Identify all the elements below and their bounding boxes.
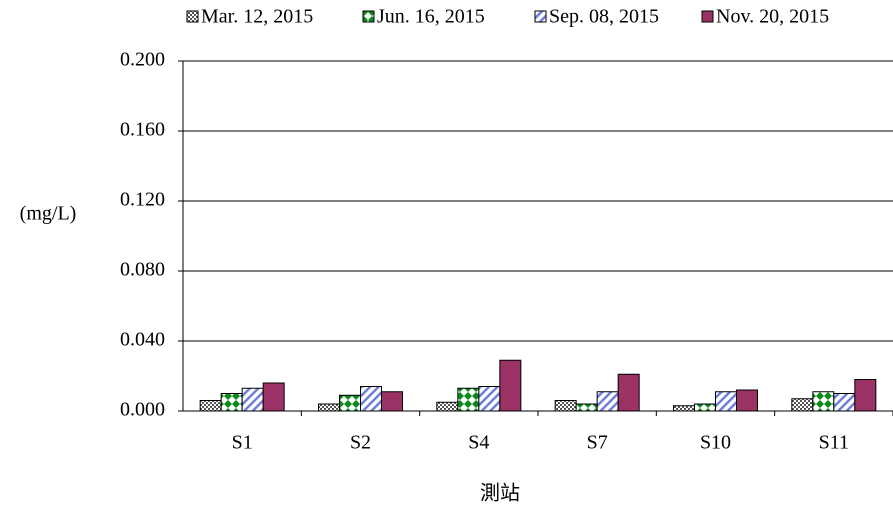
- bar: [694, 403, 716, 412]
- bar: [812, 391, 835, 412]
- bar: [833, 393, 856, 412]
- bar: [339, 394, 361, 412]
- bar: [715, 391, 737, 412]
- bar: [262, 382, 285, 412]
- bar: [554, 400, 577, 412]
- y-tick-label: 0.000: [120, 399, 165, 421]
- bar: [457, 387, 480, 412]
- x-tick-label: S2: [350, 432, 371, 454]
- x-axis-label: 測站: [480, 482, 520, 505]
- y-tick-label: 0.160: [120, 119, 165, 141]
- bar: [736, 389, 758, 412]
- bar: [436, 401, 459, 412]
- bar: [220, 393, 243, 412]
- bar: [241, 387, 264, 412]
- legend-swatch: [534, 10, 547, 23]
- x-tick-label: S10: [700, 432, 731, 454]
- x-tick-label: S4: [468, 432, 489, 454]
- bar: [199, 400, 222, 412]
- bar: [673, 405, 695, 412]
- y-tick-label: 0.120: [120, 189, 165, 211]
- bar: [617, 373, 640, 412]
- x-tick-label: S11: [819, 432, 849, 454]
- x-tick-label: S1: [232, 432, 253, 454]
- bar: [499, 359, 522, 412]
- y-tick-label: 0.200: [120, 49, 165, 71]
- bar: [318, 403, 340, 412]
- bar: [791, 398, 814, 412]
- x-tick-label: S7: [587, 432, 608, 454]
- bar: [854, 379, 877, 412]
- bar: [381, 391, 403, 412]
- y-tick-label: 0.040: [120, 329, 165, 351]
- bar: [478, 386, 501, 412]
- legend-label: Sep. 08, 2015: [549, 6, 659, 28]
- legend-swatch: [362, 10, 375, 23]
- legend-swatch: [186, 10, 199, 23]
- bar: [360, 386, 382, 412]
- y-tick-label: 0.080: [120, 259, 165, 281]
- bar: [575, 403, 598, 412]
- y-axis-label: (mg/L): [20, 203, 77, 225]
- legend-label: Nov. 20, 2015: [716, 6, 829, 28]
- bar: [596, 391, 619, 412]
- legend-label: Jun. 16, 2015: [377, 6, 485, 28]
- legend-label: Mar. 12, 2015: [201, 6, 313, 28]
- legend-swatch: [701, 10, 714, 23]
